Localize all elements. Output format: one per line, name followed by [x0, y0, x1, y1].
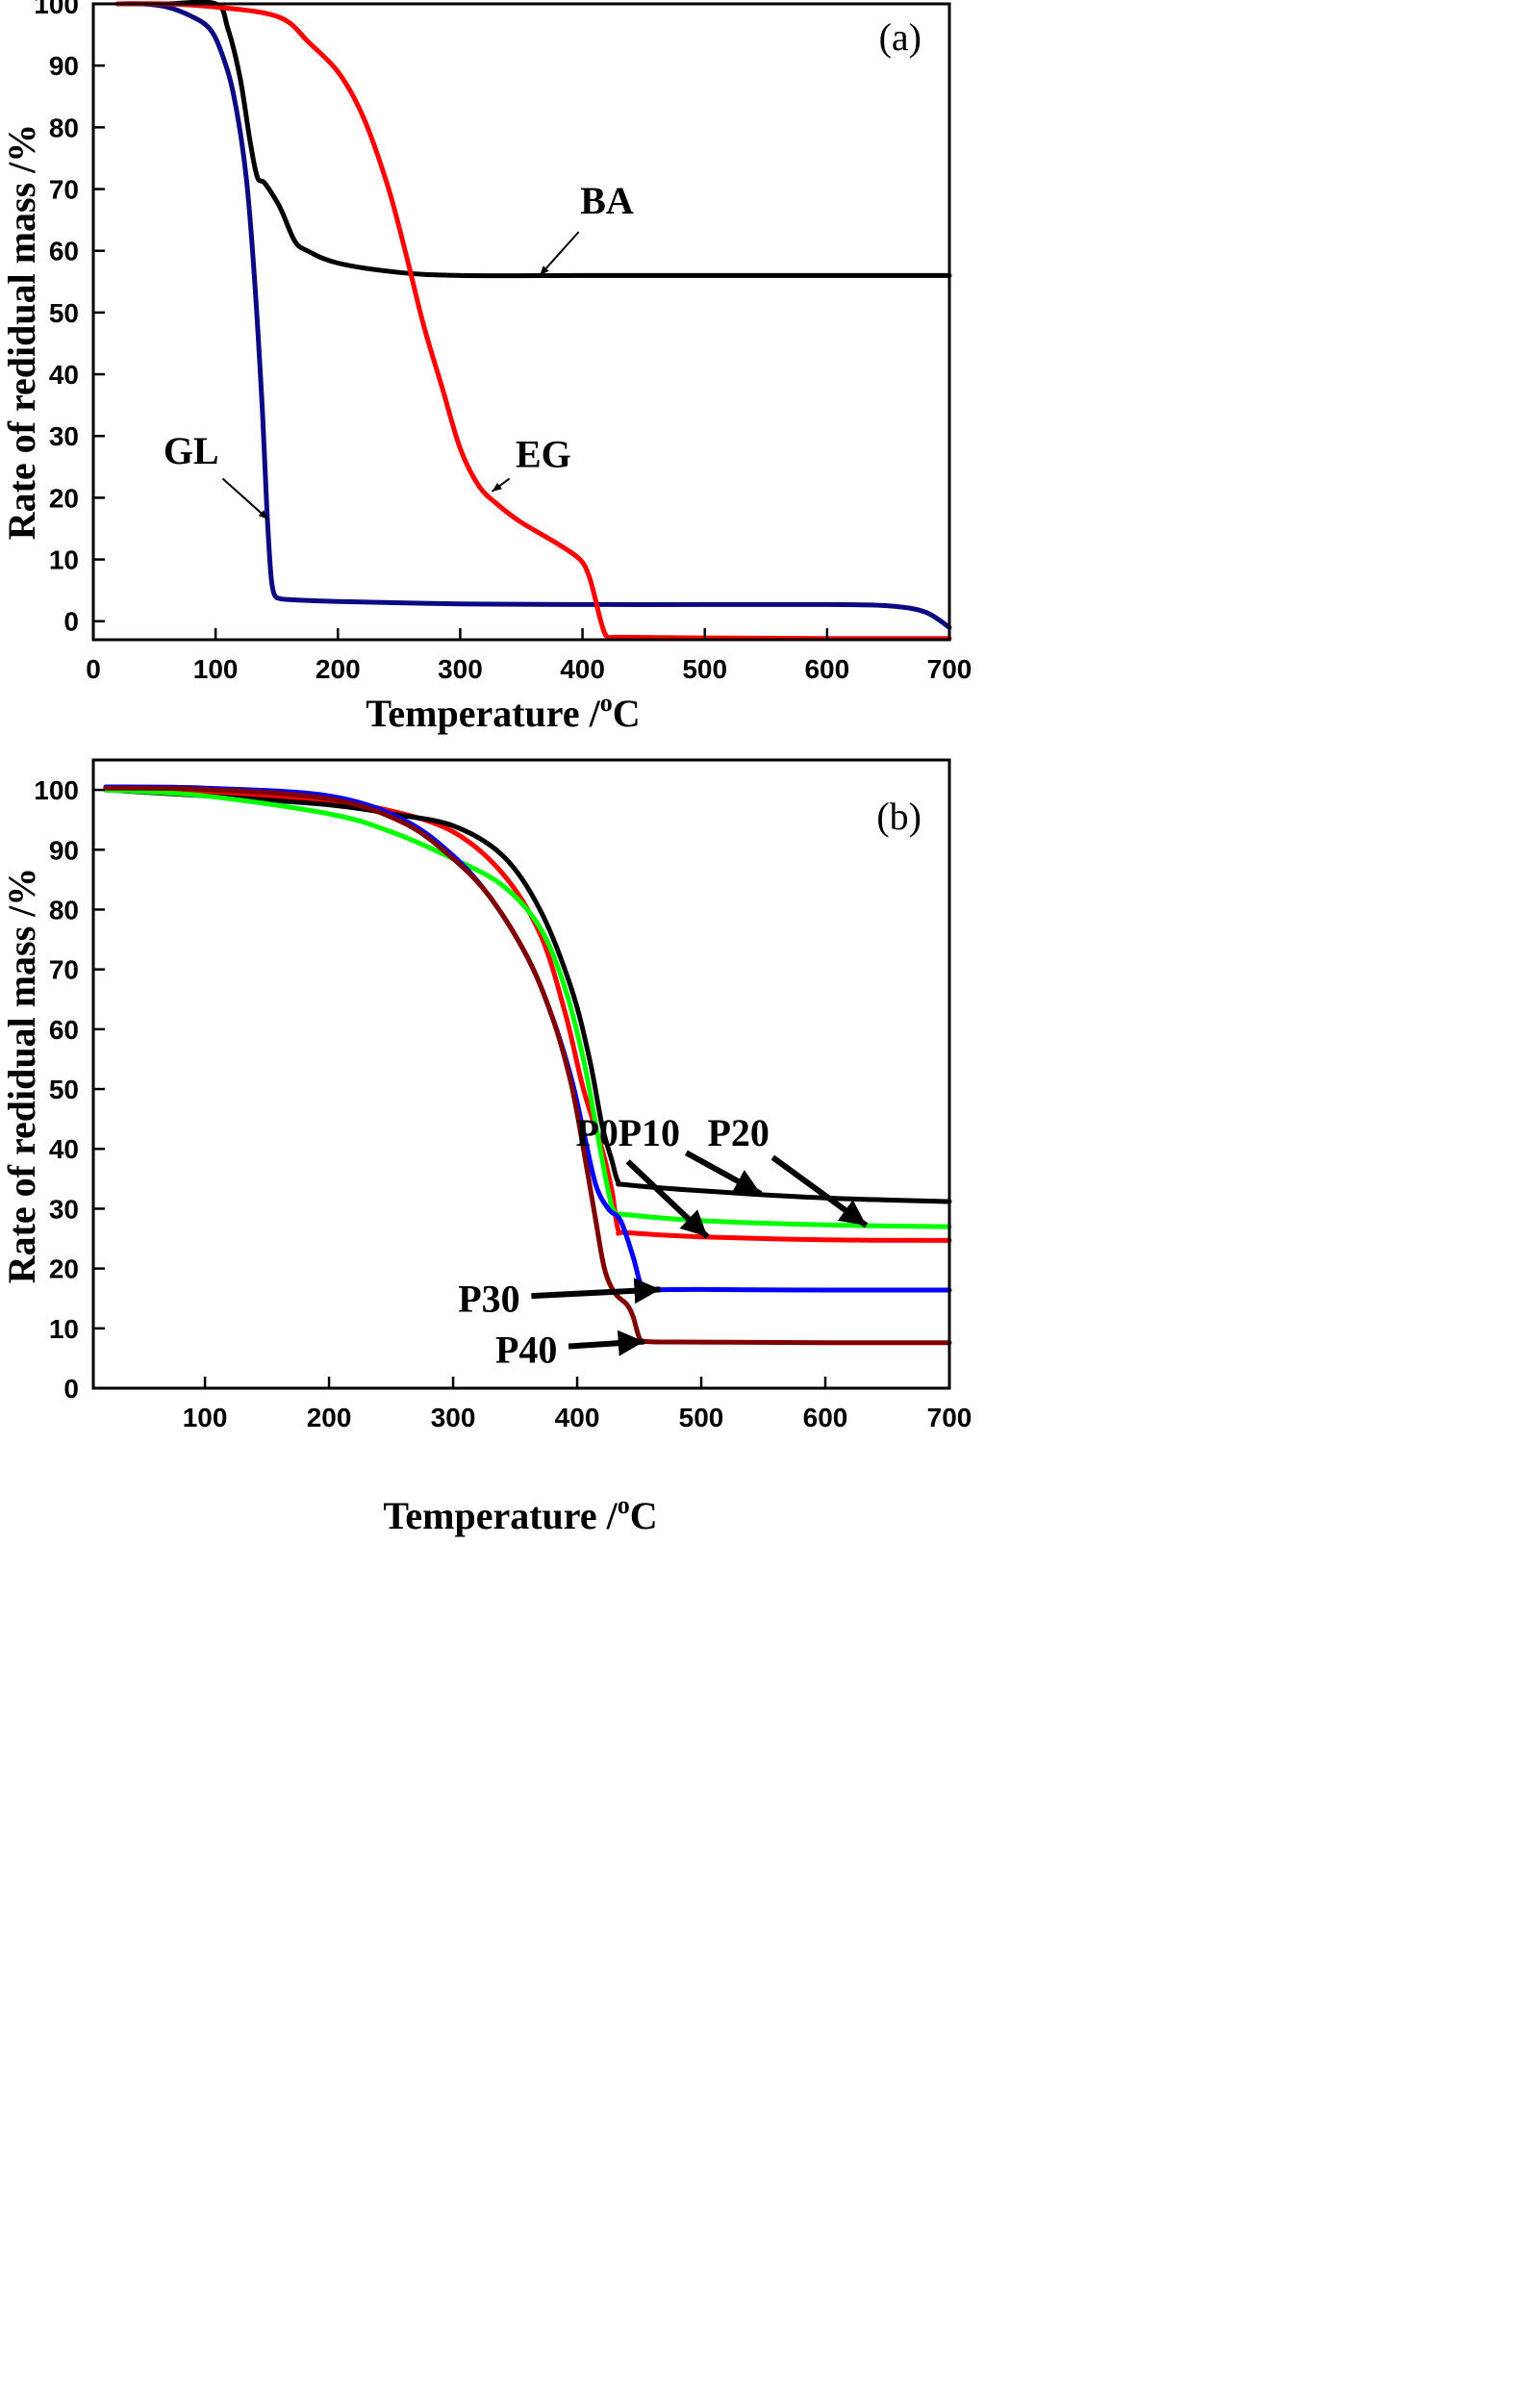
series-gl-arrow	[221, 477, 269, 520]
panel-a-y-tick-label: 30	[49, 421, 79, 451]
series-eg-arrow	[491, 477, 511, 493]
panel-a-ticks	[91, 2, 951, 640]
panel-b-tick-labels: 100 200 300 400 500 600 700 0 10 20 30 40 50 60 70 80 90…	[34, 775, 972, 1432]
panel-a-x-axis-title-text: Temperature /	[366, 692, 600, 735]
panel-a-x-tick-label: 100	[193, 654, 239, 684]
series-p0-curve	[103, 787, 952, 1243]
panel-a-y-tick-label: 70	[49, 175, 79, 205]
panel-b-x-tick-label: 700	[927, 1403, 972, 1432]
panel-b-x-axis-title-unit: C	[630, 1494, 658, 1537]
panel-a-y-tick-label: 0	[63, 607, 79, 637]
series-gl-curve	[114, 1, 952, 630]
panel-b-plot-frame	[91, 758, 951, 1390]
panel-b-x-axis-title-sup: o	[618, 1491, 630, 1519]
panel-b-y-tick-label: 80	[49, 895, 79, 924]
panel-a-tick-labels: 0 100 200 300 400 500 600 700 0 10 20 30 40 50 60 70 80 9…	[34, 0, 972, 684]
panel-a-annotation-arrows	[221, 231, 580, 520]
panel-a-y-tick-label: 10	[49, 545, 79, 575]
series-ba-label: BA	[580, 179, 634, 222]
panel-b-y-axis-title: Rate of redidual mass /%	[0, 868, 43, 1284]
panel-b-x-tick-label: 200	[307, 1403, 352, 1432]
panel-a-x-tick-label: 0	[86, 654, 101, 684]
panel-a-x-tick-label: 700	[927, 654, 972, 684]
panel-a-x-tick-label: 400	[560, 654, 605, 684]
panel-a-x-axis-title: Temperature /oC	[366, 689, 640, 735]
series-p40-curve	[103, 785, 952, 1346]
series-p30-curve	[103, 784, 952, 1293]
panel-a-x-axis-title-sup: o	[600, 689, 613, 717]
series-ba-curve	[114, 0, 952, 279]
panel-a-y-tick-label: 100	[34, 0, 79, 19]
series-p30-label: P30	[458, 1277, 519, 1320]
panel-a-y-tick-label: 40	[49, 360, 79, 390]
panel-a-x-tick-label: 600	[804, 654, 849, 684]
panel-a-y-tick-label: 90	[49, 51, 79, 81]
panel-b-x-tick-label: 100	[183, 1403, 228, 1432]
panel-a-y-tick-label: 60	[49, 237, 79, 266]
panel-b-curves	[103, 784, 952, 1346]
panel-b-y-tick-label: 30	[49, 1194, 79, 1224]
panel-a-x-tick-label: 500	[682, 654, 727, 684]
series-p20-label: P20	[708, 1111, 770, 1154]
series-p40-arrow	[568, 1330, 644, 1356]
panel-b-y-tick-label: 20	[49, 1254, 79, 1284]
panel-b-label: (b)	[876, 795, 921, 838]
panel-b-y-tick-label: 0	[63, 1374, 79, 1404]
panel-b-x-tick-label: 600	[803, 1403, 848, 1432]
panel-a-plot-frame	[91, 2, 951, 642]
series-ba-arrow	[539, 231, 580, 277]
panel-a-label: (a)	[879, 15, 921, 59]
panel-a-y-tick-label: 50	[49, 298, 79, 328]
panel-b-x-axis-title: Temperature /oC	[383, 1491, 657, 1537]
panel-b-y-tick-label: 40	[49, 1134, 79, 1164]
series-eg-label: EG	[516, 432, 571, 475]
series-gl-label: GL	[164, 429, 219, 472]
series-p0-label: P0	[575, 1111, 618, 1154]
panel-b-chart: 100 200 300 400 500 600 700 0 10 20 30 40 50 60 70 80 90…	[0, 758, 972, 1537]
panel-b-y-tick-label: 50	[49, 1075, 79, 1104]
series-p10-arrow	[684, 1150, 763, 1197]
panel-b-y-tick-label: 70	[49, 955, 79, 985]
panel-b-y-tick-label: 100	[34, 775, 79, 805]
panel-a-curve-labels: BA GL EG	[164, 179, 634, 475]
panel-a-curves	[114, 0, 952, 642]
panel-b-x-tick-label: 300	[431, 1403, 476, 1432]
series-p20-arrow	[770, 1154, 869, 1228]
series-p30-arrow	[531, 1278, 661, 1304]
series-p40-label: P40	[495, 1328, 557, 1371]
panel-a-y-tick-label: 80	[49, 113, 79, 142]
panel-b-curve-labels: P0 P10 P20 P30 P40	[458, 1111, 770, 1371]
panel-b-x-axis-title-text: Temperature /	[383, 1494, 618, 1537]
panel-a-x-axis-title-unit: C	[613, 692, 641, 735]
panel-a-y-tick-label: 20	[49, 483, 79, 513]
panel-b-x-tick-label: 400	[555, 1403, 600, 1432]
panel-a-x-tick-label: 200	[316, 654, 361, 684]
panel-b-x-tick-label: 500	[679, 1403, 724, 1432]
panel-b-y-tick-label: 60	[49, 1015, 79, 1045]
panel-b-annotation-arrows	[531, 1150, 869, 1356]
series-p0-arrow	[625, 1159, 710, 1239]
panel-b-y-tick-label: 90	[49, 835, 79, 865]
panel-a-chart: 0 100 200 300 400 500 600 700 0 10 20 30 40 50 60 70 80 9…	[0, 0, 972, 735]
panel-b-ticks	[93, 788, 951, 1390]
panel-a-x-tick-label: 300	[438, 654, 483, 684]
series-p10-curve	[103, 787, 952, 1204]
panel-b-y-tick-label: 10	[49, 1314, 79, 1344]
series-p20-curve	[103, 787, 952, 1229]
series-p10-label: P10	[619, 1111, 680, 1154]
series-eg-curve	[114, 1, 952, 642]
panel-a-y-axis-title: Rate of redidual mass /%	[0, 124, 43, 541]
